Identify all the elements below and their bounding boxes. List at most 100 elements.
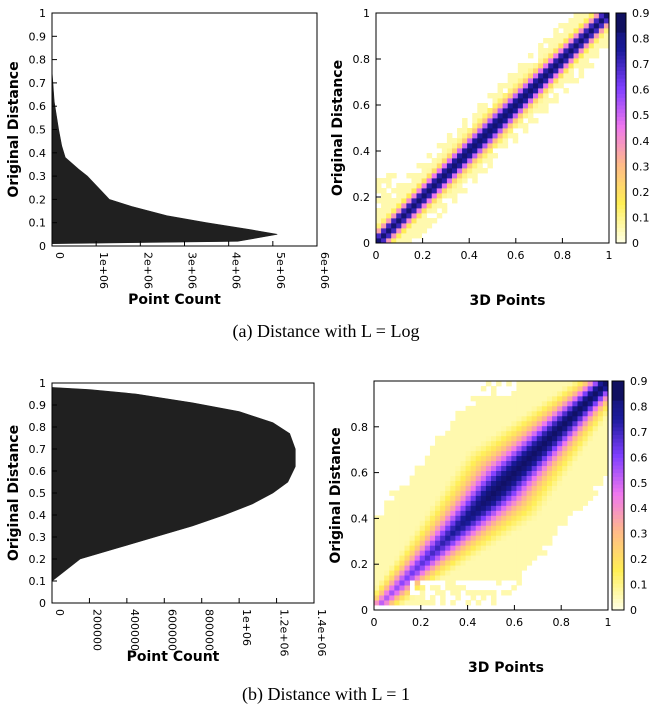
heat-cell [430,491,435,496]
heat-cell [577,401,582,406]
heat-cell [447,158,452,163]
heat-cell [450,496,455,501]
heat-cell [538,63,543,68]
colorbar-step [616,120,626,124]
heat-cell [455,525,460,530]
heat-cell [552,406,557,411]
heat-cell [579,68,584,73]
heat-cell [567,446,572,451]
heat-cell [410,476,415,481]
heat-cell [522,406,527,411]
heat-cell [476,431,481,436]
heat-cell [450,575,455,580]
heat-cell [557,426,562,431]
heat-cell [583,451,588,456]
heat-cell [466,461,471,466]
heat-cell [440,491,445,496]
heat-cell [493,103,498,108]
heat-cell [552,510,557,515]
heat-cell [462,128,467,133]
heat-cell [460,456,465,461]
heat-cell [527,540,532,545]
heat-cell [455,540,460,545]
heat-cell [568,78,573,83]
heat-cell [506,550,511,555]
heat-cell [391,173,396,178]
heat-cell [543,58,548,63]
heat-cell [506,476,511,481]
heat-cell [384,530,389,535]
heat-cell [496,500,501,505]
heat-cell [567,471,572,476]
heat-cell [430,481,435,486]
heat-cell [481,510,486,515]
heat-cell [538,93,543,98]
heat-cell [498,93,503,98]
heat-cell [528,78,533,83]
heat-cell [572,401,577,406]
heat-cell [384,585,389,590]
heat-cell [471,505,476,510]
heat-cell [496,550,501,555]
y-tick-label: 0.1 [29,217,47,230]
heat-cell [386,198,391,203]
heat-cell [374,600,379,605]
heat-cell [450,530,455,535]
heat-cell [548,98,553,103]
colorbar-step [616,216,626,220]
heat-cell [562,426,567,431]
colorbar-step [612,415,624,419]
heat-cell [384,590,389,595]
heat-cell [501,550,506,555]
heat-cell [460,476,465,481]
heat-cell [462,133,467,138]
heat-cell [476,590,481,595]
heat-cell [411,223,416,228]
heat-cell [542,456,547,461]
heat-cell [516,515,521,520]
heat-cell [511,510,516,515]
heat-cell [516,540,521,545]
heat-cell [384,515,389,520]
heat-cell [486,381,491,386]
heat-cell [427,183,432,188]
heat-cell [516,381,521,386]
heat-cell [584,48,589,53]
heat-cell [466,406,471,411]
colorbar-step [612,385,624,389]
heat-cell [394,491,399,496]
heat-cell [552,436,557,441]
heat-cell [435,436,440,441]
heat-cell [399,486,404,491]
heat-cell [589,53,594,58]
heat-cell [435,585,440,590]
heat-cell [460,431,465,436]
heat-cell [406,208,411,213]
heat-cell [511,500,516,505]
heat-cell [579,18,584,23]
heat-cell [552,486,557,491]
colorbar-tick-label: 0.7 [632,58,650,71]
heat-cell [506,510,511,515]
heat-cell [543,63,548,68]
colorbar-step [616,117,626,121]
heat-cell [410,540,415,545]
heat-cell [410,565,415,570]
heat-cell [558,33,563,38]
heat-cell [435,545,440,550]
heat-cell [445,545,450,550]
heat-cell [583,461,588,466]
heat-cell [440,441,445,446]
heat-cell [460,560,465,565]
heat-cell [542,406,547,411]
heat-cell [445,466,450,471]
heat-cell [588,441,593,446]
heat-cell [399,600,404,605]
heat-cell [411,198,416,203]
heat-cell [557,441,562,446]
heat-cell [481,461,486,466]
heat-cell [432,163,437,168]
heat-cell [583,411,588,416]
heat-cell [420,535,425,540]
heat-cell [435,446,440,451]
